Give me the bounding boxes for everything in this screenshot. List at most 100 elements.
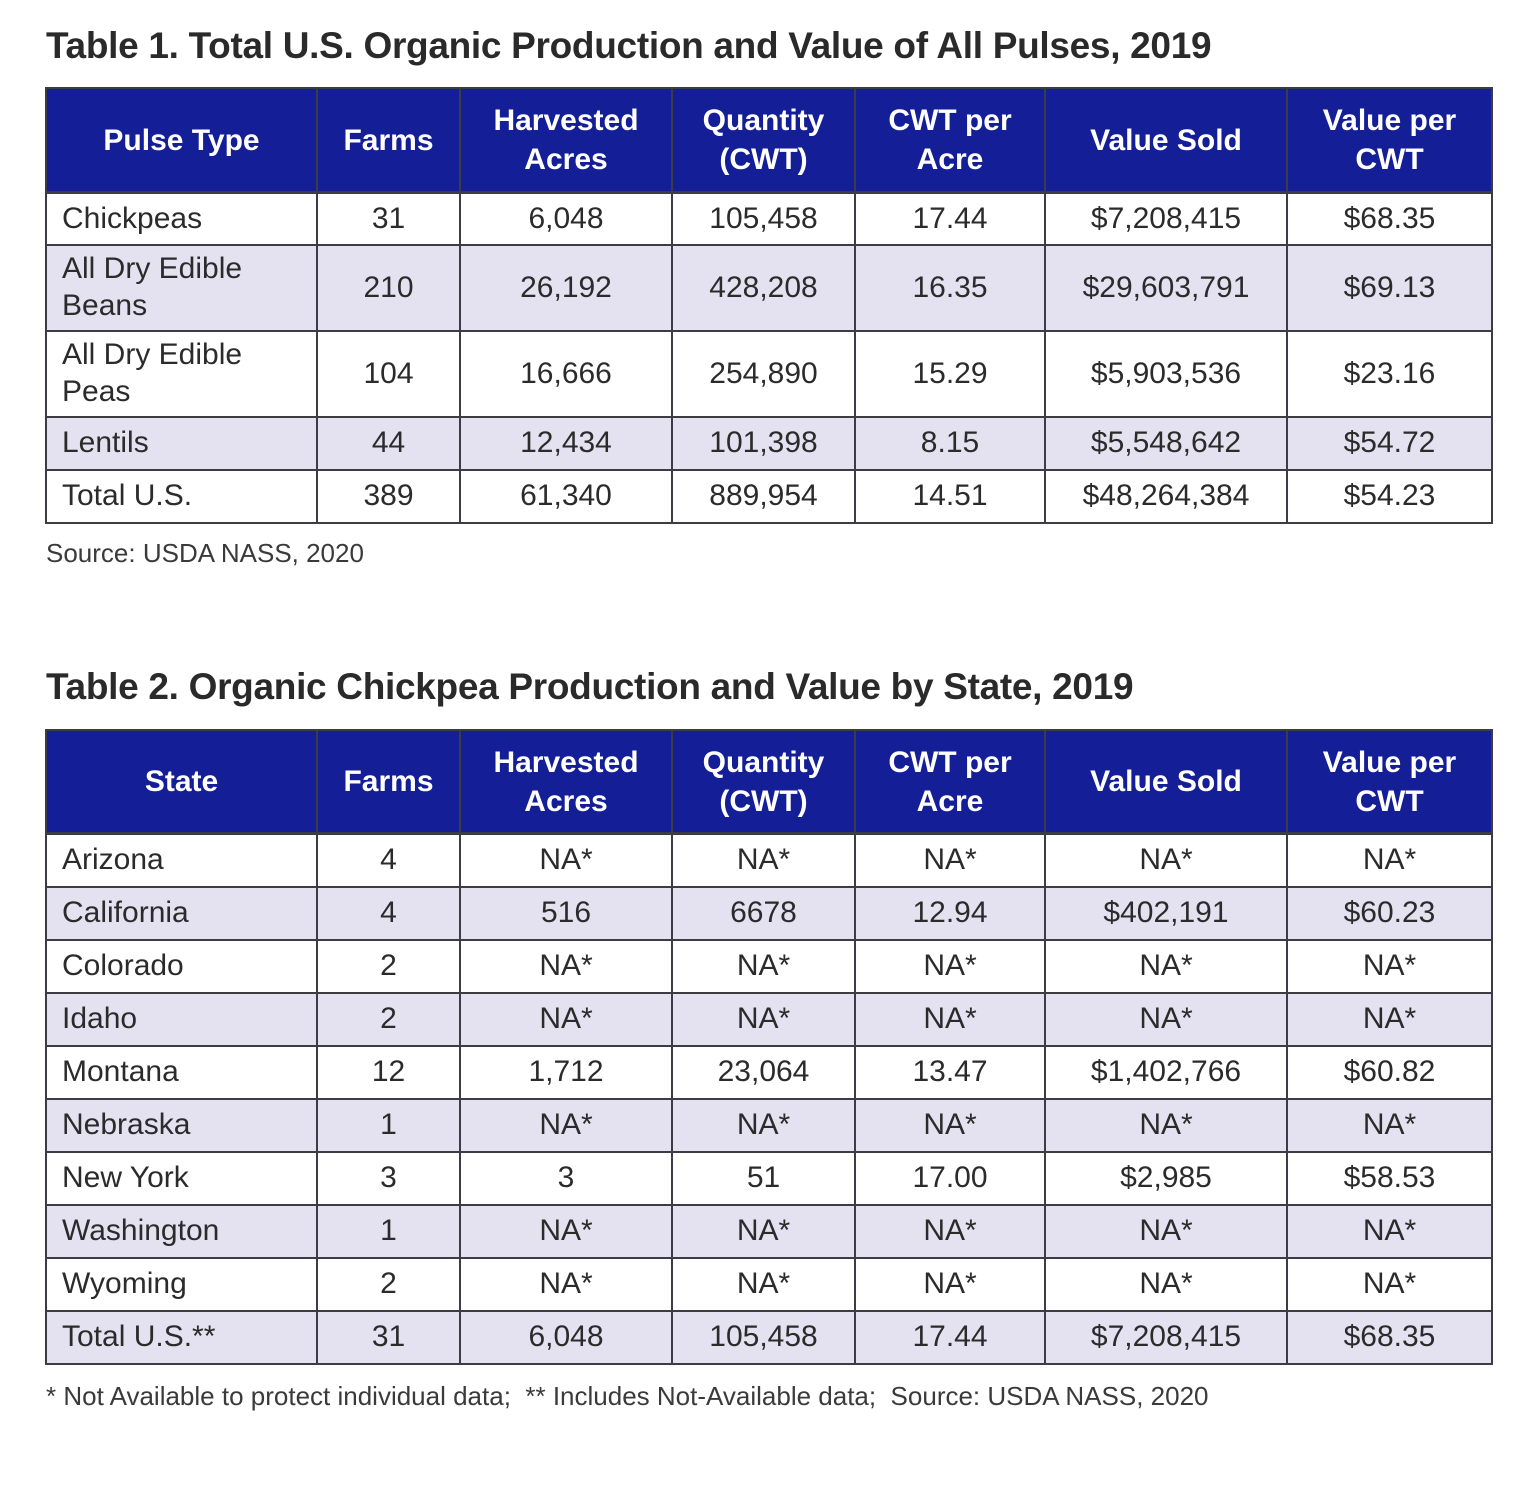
- data-cell: NA*: [1044, 1097, 1288, 1153]
- row-label-cell: Arizona: [45, 832, 318, 888]
- data-cell: NA*: [459, 1097, 673, 1153]
- data-cell: $48,264,384: [1044, 468, 1288, 524]
- row-label-cell: All Dry Edible Beans: [45, 244, 318, 333]
- data-cell: 15.29: [854, 330, 1046, 418]
- data-cell: $7,208,415: [1044, 1309, 1288, 1365]
- data-cell: NA*: [854, 1203, 1046, 1259]
- data-cell: 31: [316, 1309, 461, 1365]
- chickpea-by-state-table: State Farms Harvested Acres Quantity (CWT) C…: [45, 728, 1493, 1365]
- table-row: Nebraska 1 NA* NA* NA* NA* NA*: [45, 1097, 1493, 1153]
- data-cell: 254,890: [671, 330, 856, 418]
- data-cell: $1,402,766: [1044, 1044, 1288, 1100]
- data-cell: $68.35: [1286, 1309, 1493, 1365]
- pulses-production-table: Pulse Type Farms Harvested Acres Quantity (…: [45, 87, 1493, 524]
- data-cell: 12: [316, 1044, 461, 1100]
- data-cell: NA*: [459, 938, 673, 994]
- data-cell: 14.51: [854, 468, 1046, 524]
- table-row: All Dry Edible Beans 210 26,192 428,208 16.3…: [45, 244, 1493, 333]
- table-row: All Dry Edible Peas 104 16,666 254,890 15.29…: [45, 330, 1493, 418]
- data-cell: $7,208,415: [1044, 191, 1288, 247]
- data-cell: 23,064: [671, 1044, 856, 1100]
- table-row: Arizona 4 NA* NA* NA* NA* NA*: [45, 832, 1493, 888]
- row-label-cell: Montana: [45, 1044, 318, 1100]
- data-cell: 12.94: [854, 885, 1046, 941]
- table-row: Lentils 44 12,434 101,398 8.15 $5,548,642 $54.…: [45, 415, 1493, 471]
- data-cell: $23.16: [1286, 330, 1493, 418]
- data-cell: 1: [316, 1097, 461, 1153]
- row-label-cell: New York: [45, 1150, 318, 1206]
- data-cell: 889,954: [671, 468, 856, 524]
- data-cell: 6678: [671, 885, 856, 941]
- table1-source: Source: USDA NASS, 2020: [46, 537, 364, 568]
- data-cell: NA*: [854, 991, 1046, 1047]
- column-header: Value Sold: [1044, 728, 1288, 836]
- row-label-cell: Chickpeas: [45, 191, 318, 247]
- data-cell: 17.44: [854, 191, 1046, 247]
- data-cell: NA*: [1044, 832, 1288, 888]
- data-cell: NA*: [1044, 938, 1288, 994]
- header-row: State Farms Harvested Acres Quantity (CWT) C…: [45, 728, 1493, 836]
- data-cell: 6,048: [459, 1309, 673, 1365]
- table-row: Chickpeas 31 6,048 105,458 17.44 $7,208,415 $6…: [45, 191, 1493, 247]
- data-cell: 105,458: [671, 1309, 856, 1365]
- data-cell: NA*: [854, 1097, 1046, 1153]
- data-cell: NA*: [1044, 1256, 1288, 1312]
- data-cell: 104: [316, 330, 461, 418]
- data-cell: $54.72: [1286, 415, 1493, 471]
- data-cell: NA*: [671, 1097, 856, 1153]
- column-header: Harvested Acres: [459, 728, 673, 836]
- column-header: State: [45, 728, 318, 836]
- column-header: Quantity (CWT): [671, 87, 856, 194]
- data-cell: NA*: [671, 991, 856, 1047]
- data-cell: NA*: [459, 1256, 673, 1312]
- data-cell: 2: [316, 938, 461, 994]
- column-header: Pulse Type: [45, 87, 318, 194]
- data-cell: 389: [316, 468, 461, 524]
- data-cell: NA*: [459, 832, 673, 888]
- data-cell: 6,048: [459, 191, 673, 247]
- data-cell: 26,192: [459, 244, 673, 333]
- data-cell: $5,548,642: [1044, 415, 1288, 471]
- row-label-cell: Lentils: [45, 415, 318, 471]
- data-cell: $54.23: [1286, 468, 1493, 524]
- column-header: CWT per Acre: [854, 87, 1046, 194]
- data-cell: 3: [459, 1150, 673, 1206]
- data-cell: NA*: [1286, 1203, 1493, 1259]
- data-cell: 8.15: [854, 415, 1046, 471]
- data-cell: NA*: [671, 832, 856, 888]
- data-cell: 105,458: [671, 191, 856, 247]
- data-cell: NA*: [1286, 1097, 1493, 1153]
- data-cell: 44: [316, 415, 461, 471]
- table2-header: State Farms Harvested Acres Quantity (CWT) C…: [45, 728, 1493, 836]
- table-row: California 4 516 6678 12.94 $402,191 $60.23: [45, 885, 1493, 941]
- data-cell: 16.35: [854, 244, 1046, 333]
- data-cell: 17.44: [854, 1309, 1046, 1365]
- data-cell: NA*: [671, 938, 856, 994]
- table1-header: Pulse Type Farms Harvested Acres Quantity (…: [45, 87, 1493, 194]
- data-cell: NA*: [671, 1203, 856, 1259]
- data-cell: 51: [671, 1150, 856, 1206]
- table2-footnote: * Not Available to protect individual da…: [46, 1380, 1209, 1411]
- data-cell: NA*: [1286, 991, 1493, 1047]
- data-cell: $68.35: [1286, 191, 1493, 247]
- data-cell: $60.82: [1286, 1044, 1493, 1100]
- data-cell: NA*: [1286, 1256, 1493, 1312]
- row-label-cell: Nebraska: [45, 1097, 318, 1153]
- data-cell: 16,666: [459, 330, 673, 418]
- data-cell: 1: [316, 1203, 461, 1259]
- table-row: Total U.S.** 31 6,048 105,458 17.44 $7,208,41…: [45, 1309, 1493, 1365]
- data-cell: $402,191: [1044, 885, 1288, 941]
- data-cell: 210: [316, 244, 461, 333]
- data-cell: 17.00: [854, 1150, 1046, 1206]
- column-header: Value per CWT: [1286, 728, 1493, 836]
- table2-title: Table 2. Organic Chickpea Production and…: [46, 666, 1134, 708]
- row-label-cell: California: [45, 885, 318, 941]
- data-cell: 516: [459, 885, 673, 941]
- data-cell: NA*: [1286, 938, 1493, 994]
- table2-body: Arizona 4 NA* NA* NA* NA* NA* California 4 516 667…: [45, 832, 1493, 1365]
- data-cell: $5,903,536: [1044, 330, 1288, 418]
- data-cell: 3: [316, 1150, 461, 1206]
- column-header: Farms: [316, 87, 461, 194]
- column-header: Value Sold: [1044, 87, 1288, 194]
- data-cell: NA*: [1286, 832, 1493, 888]
